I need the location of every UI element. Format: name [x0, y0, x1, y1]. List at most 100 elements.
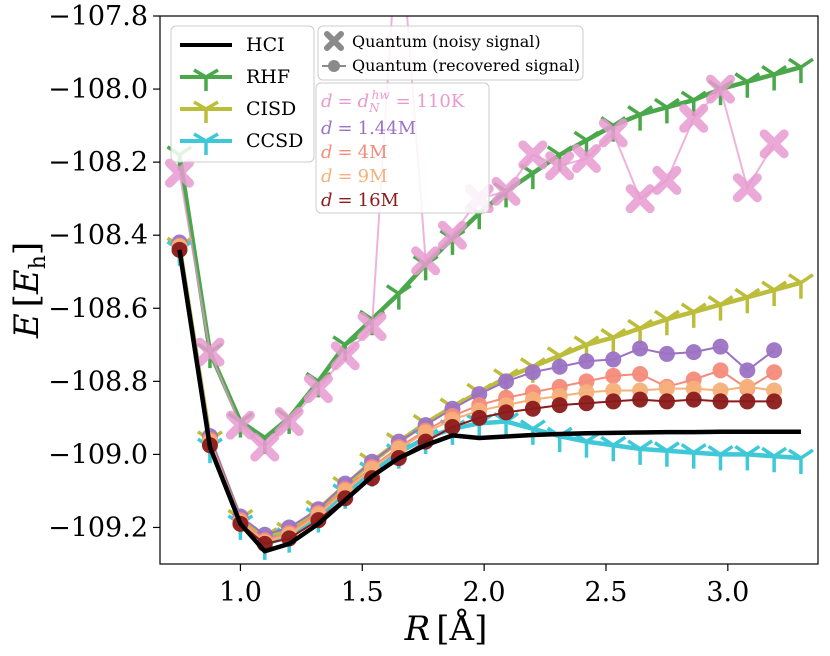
d-16m-point [739, 393, 756, 410]
legend-methods-frame [170, 25, 315, 163]
d-1.44m-point [685, 344, 702, 361]
y-axis-var: E [7, 313, 47, 339]
d-1.44m-point [712, 338, 729, 355]
ccsd-point [600, 435, 627, 462]
legend-entry-hci: HCI [180, 34, 285, 56]
noisy-point [437, 220, 467, 250]
y-tick-label: −108.2 [48, 147, 148, 178]
ccsd-point [761, 446, 788, 473]
y-tick-label: −108.0 [48, 74, 148, 105]
legend-entry-rhf: RHF [180, 66, 290, 91]
rhf-point [761, 64, 788, 91]
ccsd-point [787, 448, 814, 475]
d-16m-point [632, 391, 649, 408]
x-tick-label: 2.0 [463, 577, 506, 608]
x-tick-label: 3.0 [706, 577, 749, 608]
d-16m-point [471, 409, 488, 426]
legend-rhf-marker [193, 68, 219, 91]
legend-recovered-marker [328, 60, 340, 72]
d-1.44m-point [632, 340, 649, 357]
plot-area [164, 16, 814, 560]
legend-ccsd-marker [193, 132, 219, 155]
y-axis: −107.8 −108.0 −108.2 −108.4 −108.6 −108.8 −109… [48, 1, 160, 543]
d-16m-point [766, 393, 783, 410]
ccsd-point [627, 439, 654, 465]
cisd-point [600, 328, 627, 354]
ccsd-point [707, 444, 734, 471]
noisy-point [164, 158, 194, 188]
legend-noisy-marker [324, 31, 344, 51]
noisy-point [759, 129, 789, 159]
noisy-point [545, 151, 575, 181]
noisy-point [706, 74, 736, 104]
x-axis-unit: Å [449, 608, 475, 649]
d-16m-point [685, 391, 702, 408]
rhf-point [653, 97, 680, 124]
d-1.44m-point [658, 345, 675, 362]
legend-dim-16m: d = 16M [321, 190, 399, 211]
d-16m-point [444, 419, 461, 435]
noisy-point [411, 246, 441, 276]
noisy-point [571, 143, 601, 173]
cisd-point [653, 309, 680, 336]
y-tick-label: −109.0 [48, 439, 148, 470]
legend-dim-1.44m: d = 1.44M [321, 118, 416, 139]
d-16m-point [712, 393, 729, 410]
cisd-point [707, 295, 734, 321]
legend-cisd-label: CISD [246, 98, 296, 120]
rhf-point [627, 105, 654, 131]
d-9m-point [766, 382, 783, 399]
noisy-point [625, 184, 655, 214]
noisy-point [518, 140, 548, 170]
d-4m-point [605, 367, 622, 384]
rhf-point [734, 72, 761, 98]
rhf-point [787, 57, 814, 84]
legend-rhf-label: RHF [246, 66, 290, 88]
cisd-point [734, 287, 761, 314]
x-tick-label: 1.0 [219, 577, 262, 608]
d-4m-point [578, 373, 595, 390]
cisd-point [680, 302, 707, 328]
legend-markers-frame [317, 25, 584, 81]
legend-methods: HCI RHF CISD CCSD [170, 25, 315, 163]
d-1.44m-point [739, 362, 756, 379]
legend-dim-4m: d = 4M [321, 142, 388, 163]
legend-noisy-label: Quantum (noisy signal) [352, 32, 541, 51]
d-1.44m-point [551, 358, 568, 375]
y-tick-label: −109.2 [48, 512, 148, 543]
y-tick-label: −108.8 [48, 366, 148, 397]
legend-markers: Quantum (noisy signal) Quantum (recovere… [317, 25, 584, 81]
noisy-point [598, 118, 628, 148]
d-1.44m-point [766, 342, 783, 359]
d-1.44m-point [578, 353, 595, 370]
y-axis-unit-sub: h [26, 255, 51, 269]
legend-cisd-marker [193, 100, 219, 123]
hci-line [177, 249, 801, 554]
d-16m-point [605, 393, 622, 410]
legend-dims: d = dNhw = 110K d = 1.44M d = 4M d = 9M d = 16M [315, 82, 490, 214]
d-4m-point [712, 362, 729, 379]
legend-dims-frame [315, 82, 490, 214]
d-1.44m-point [498, 373, 515, 390]
series-noisy [164, 16, 789, 462]
d-16m-point [498, 404, 515, 421]
noisy-point [274, 407, 304, 437]
d-16m-point [524, 400, 541, 417]
legend-entry-noisy: Quantum (noisy signal) [324, 31, 541, 51]
y-axis-label: E[Eh] [7, 242, 51, 339]
series-hci [177, 249, 801, 554]
y-tick-label: −107.8 [48, 1, 148, 32]
noisy-point [357, 312, 387, 342]
noisy-point [195, 337, 225, 367]
ccsd-point [680, 443, 707, 469]
d-16m-point [551, 397, 568, 414]
x-axis: 1.0 1.5 2.0 2.5 3.0 [219, 564, 749, 608]
d-16m-point [658, 393, 675, 410]
plot-frame [159, 15, 819, 565]
noisy-point [225, 410, 255, 440]
y-axis-unit: E [7, 269, 47, 295]
x-axis-label: R [Å] [404, 608, 488, 649]
legend-dim-110k: d = dNhw = 110K [321, 88, 465, 115]
ccsd-point [734, 444, 761, 471]
legend-recovered-label: Quantum (recovered signal) [352, 56, 580, 75]
